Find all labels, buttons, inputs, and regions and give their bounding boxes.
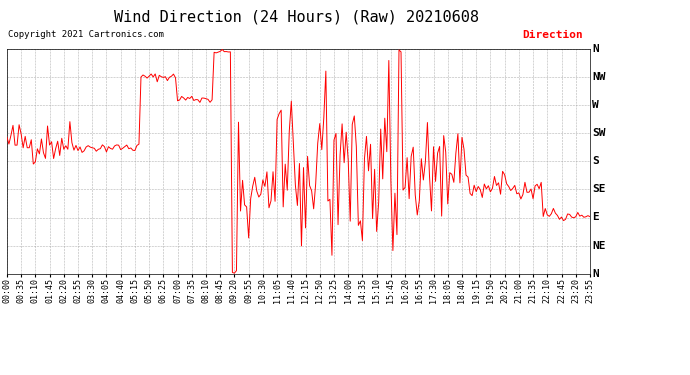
Text: SW: SW bbox=[592, 128, 606, 138]
Text: NE: NE bbox=[592, 241, 606, 250]
Text: N: N bbox=[592, 44, 599, 54]
Text: E: E bbox=[592, 213, 599, 222]
Text: Copyright 2021 Cartronics.com: Copyright 2021 Cartronics.com bbox=[8, 30, 164, 39]
Text: Wind Direction (24 Hours) (Raw) 20210608: Wind Direction (24 Hours) (Raw) 20210608 bbox=[115, 9, 479, 24]
Text: S: S bbox=[592, 156, 599, 166]
Text: W: W bbox=[592, 100, 599, 110]
Text: SE: SE bbox=[592, 184, 606, 194]
Text: N: N bbox=[592, 269, 599, 279]
Text: NW: NW bbox=[592, 72, 606, 82]
Text: Direction: Direction bbox=[522, 30, 583, 40]
